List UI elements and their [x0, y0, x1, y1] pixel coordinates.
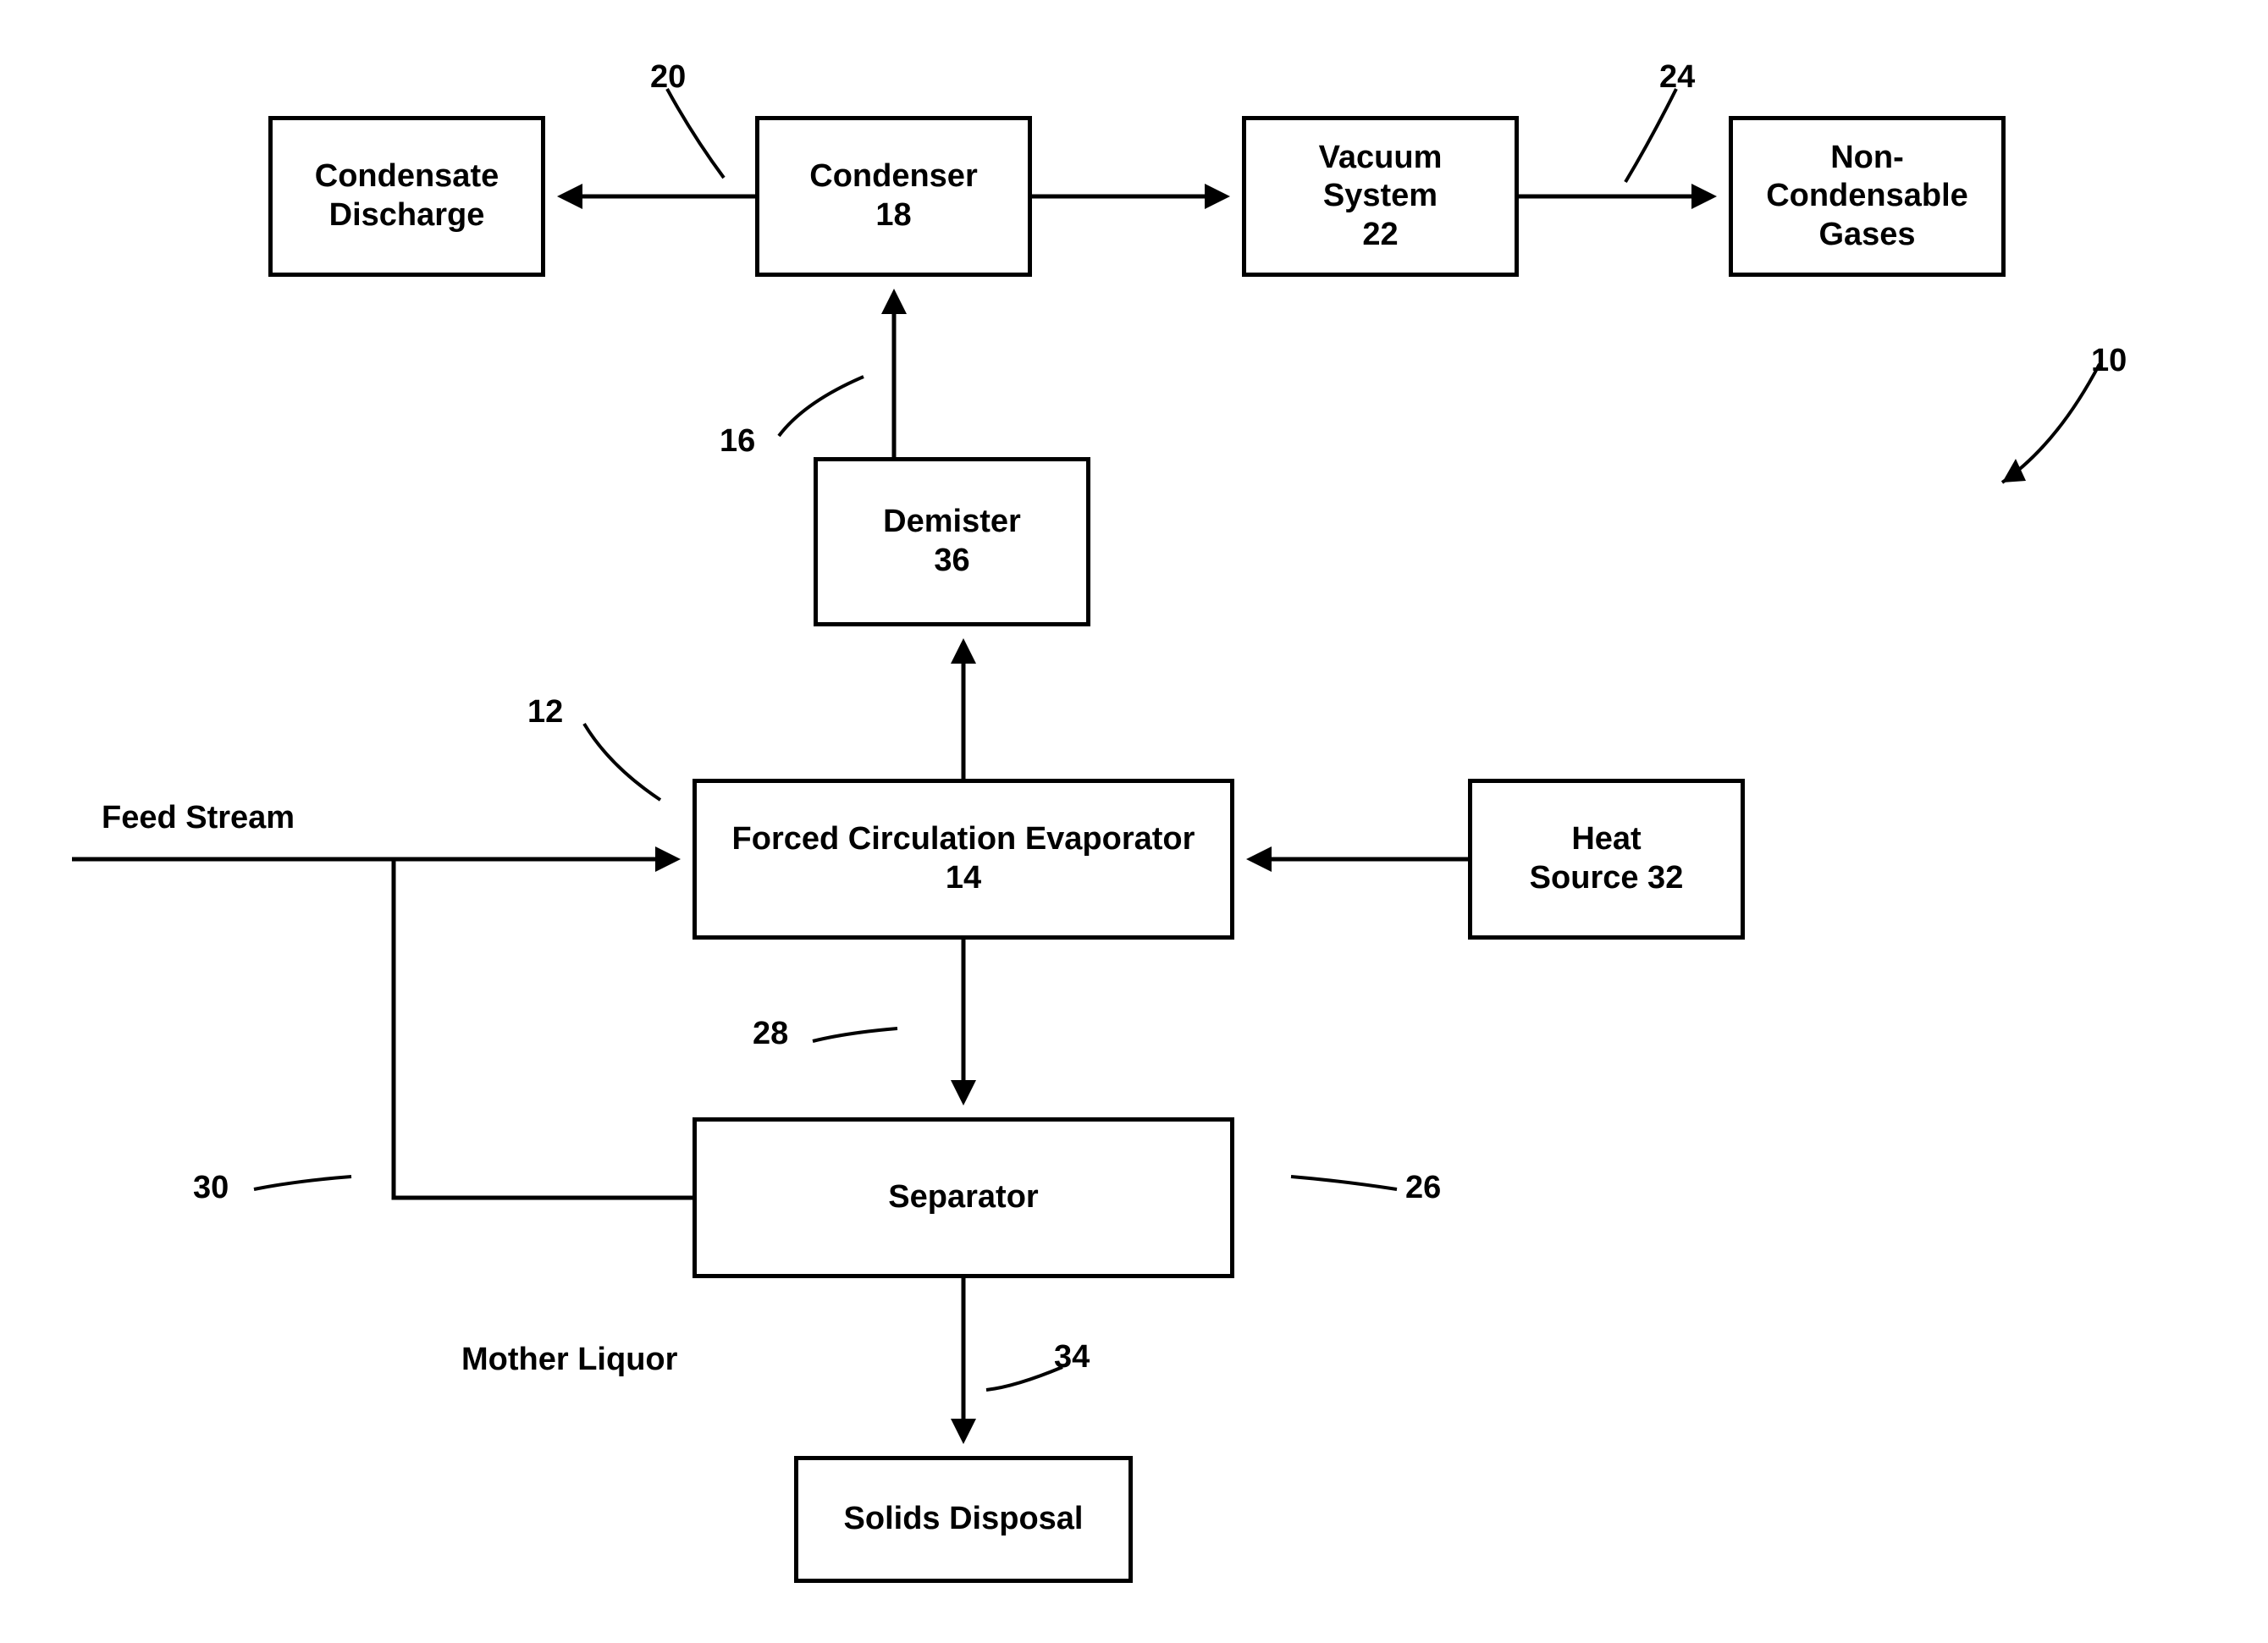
box-evaporator: Forced Circulation Evaporator14: [693, 779, 1234, 940]
ref-label-16: 16: [720, 423, 755, 460]
box-noncondensable-gases: Non-CondensableGases: [1729, 116, 2006, 277]
box-condensate-discharge: CondensateDischarge: [268, 116, 545, 277]
ref-label-30: 30: [193, 1170, 229, 1206]
ref-label-12: 12: [527, 694, 563, 731]
label-feed-stream: Feed Stream: [102, 800, 295, 836]
ref-label-28: 28: [753, 1016, 788, 1052]
ref-label-20: 20: [650, 59, 686, 96]
label-mother-liquor: Mother Liquor: [461, 1342, 677, 1378]
box-separator: Separator: [693, 1117, 1234, 1278]
ref-label-24: 24: [1659, 59, 1695, 96]
box-solids-disposal: Solids Disposal: [794, 1456, 1133, 1583]
box-condenser: Condenser18: [755, 116, 1032, 277]
box-heat-source: HeatSource 32: [1468, 779, 1745, 940]
ref-label-10: 10: [2091, 343, 2127, 379]
box-vacuum-system: VacuumSystem22: [1242, 116, 1519, 277]
ref-label-34: 34: [1054, 1339, 1090, 1376]
ref-label-26: 26: [1405, 1170, 1441, 1206]
box-demister: Demister36: [814, 457, 1090, 626]
